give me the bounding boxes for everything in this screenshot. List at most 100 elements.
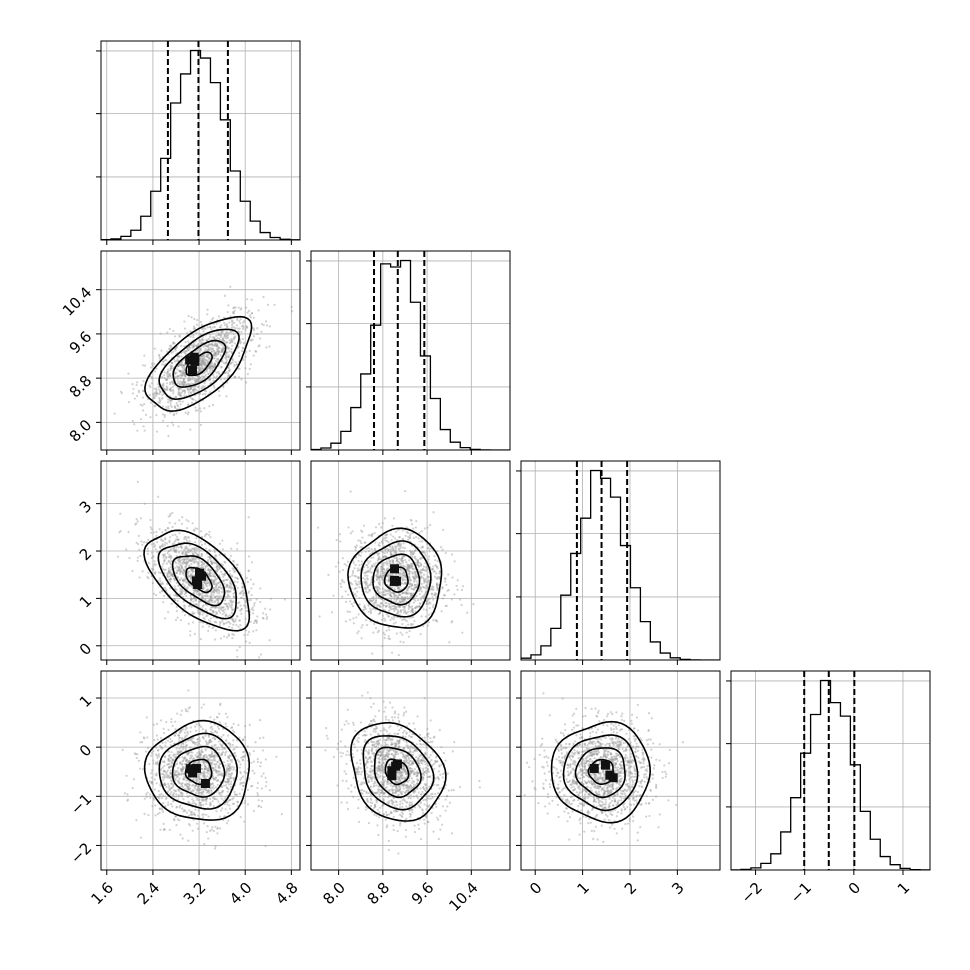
sample-point: [247, 569, 250, 573]
sample-point: [224, 336, 227, 339]
sample-point: [219, 584, 222, 587]
sample-point: [218, 372, 221, 375]
sample-point: [168, 828, 171, 831]
sample-point: [256, 786, 259, 790]
sample-point: [356, 632, 359, 635]
sample-point: [158, 545, 162, 549]
sample-point: [176, 393, 180, 396]
sample-point: [370, 535, 373, 538]
sample-point: [182, 383, 186, 386]
sample-point: [159, 332, 162, 335]
sample-point: [180, 742, 183, 745]
sample-point: [216, 568, 219, 572]
sample-point: [180, 344, 183, 347]
sample-point: [205, 345, 208, 348]
sample-point: [161, 543, 164, 546]
sample-point: [202, 357, 205, 360]
sample-point: [422, 578, 426, 581]
sample-point: [385, 613, 388, 616]
panel-frame: [310, 460, 511, 661]
sample-point: [196, 409, 199, 412]
sample-point: [173, 541, 176, 544]
sample-point: [168, 327, 172, 331]
sample-point: [357, 539, 360, 542]
sample-point: [384, 555, 387, 559]
sample-point: [163, 374, 166, 377]
sample-point: [182, 573, 186, 576]
sample-point: [355, 582, 358, 585]
sample-point: [186, 388, 190, 391]
sample-point: [391, 545, 394, 548]
sample-point: [378, 522, 381, 526]
sample-point: [169, 364, 172, 367]
sample-point: [181, 367, 185, 370]
sample-point: [233, 365, 236, 368]
sample-point: [249, 339, 253, 342]
sample-point: [434, 618, 437, 622]
sample-point: [204, 355, 207, 358]
sample-point: [143, 402, 146, 406]
sample-point: [232, 310, 235, 313]
sample-point: [422, 579, 426, 582]
sample-point: [413, 597, 416, 600]
sample-point: [204, 766, 207, 769]
sample-point: [192, 569, 195, 572]
sample-point: [438, 570, 441, 573]
sample-point: [422, 573, 426, 576]
sample-point: [171, 762, 174, 765]
sample-point: [195, 331, 198, 335]
sample-point: [194, 399, 197, 402]
sample-point: [401, 605, 405, 608]
sample-point: [370, 599, 373, 603]
sample-point: [405, 612, 408, 615]
sample-point: [200, 361, 203, 364]
sample-point: [167, 549, 171, 553]
sample-point: [226, 779, 230, 782]
sample-point: [353, 567, 356, 570]
sample-point: [385, 602, 388, 605]
sample-point: [268, 639, 271, 642]
sample-point: [378, 612, 382, 615]
sample-point: [217, 771, 220, 774]
sample-point: [223, 572, 226, 575]
sample-point: [169, 578, 172, 581]
sample-point: [394, 546, 397, 549]
sample-point: [399, 600, 402, 604]
sample-point: [160, 746, 163, 750]
sample-point: [223, 333, 226, 336]
sample-point: [201, 385, 205, 388]
sample-point: [222, 606, 225, 609]
sample-point: [210, 561, 213, 564]
sample-point: [185, 744, 189, 747]
sample-point: [344, 620, 348, 623]
sample-point: [153, 404, 156, 407]
sample-point: [403, 607, 406, 610]
sample-point: [199, 357, 202, 360]
sample-point: [396, 608, 399, 612]
sample-point: [187, 340, 190, 343]
sample-point: [384, 555, 387, 558]
sample-point: [422, 595, 425, 599]
sample-point: [168, 388, 171, 391]
sample-point: [365, 580, 368, 583]
sample-point: [177, 566, 180, 569]
sample-point: [196, 374, 200, 378]
sample-point: [171, 385, 174, 389]
sample-point: [223, 622, 226, 625]
sample-point: [182, 580, 186, 583]
sample-point: [387, 635, 390, 638]
sample-point: [210, 786, 214, 789]
sample-point: [195, 547, 198, 550]
sample-point: [406, 566, 409, 569]
sample-point: [227, 347, 231, 350]
sample-point: [158, 528, 161, 531]
sample-point: [404, 558, 407, 562]
sample-point: [189, 630, 192, 633]
sample-point: [399, 567, 402, 571]
sample-point: [185, 581, 189, 584]
sample-point: [212, 561, 215, 564]
sample-point: [213, 578, 216, 581]
sample-point: [409, 579, 412, 582]
sample-point: [232, 722, 235, 726]
sample-point: [175, 548, 178, 551]
